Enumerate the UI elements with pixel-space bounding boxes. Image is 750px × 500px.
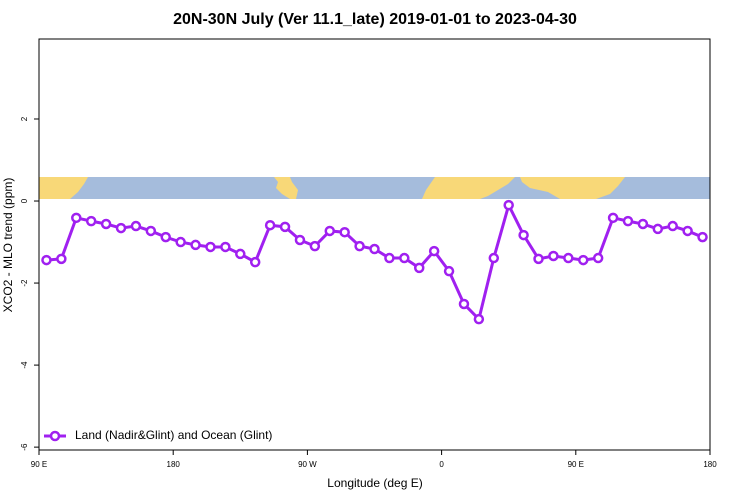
data-point bbox=[548, 250, 559, 262]
x-tick-label: 180 bbox=[167, 460, 181, 469]
data-point bbox=[652, 223, 664, 235]
data-point bbox=[264, 219, 276, 231]
data-point bbox=[309, 240, 321, 252]
data-point bbox=[637, 218, 649, 230]
map-strip bbox=[39, 177, 710, 199]
x-tick-label: 90 W bbox=[298, 460, 317, 469]
x-tick-label: 0 bbox=[439, 460, 444, 469]
data-point bbox=[488, 252, 500, 264]
data-point bbox=[130, 220, 142, 232]
data-point bbox=[324, 225, 336, 237]
data-point bbox=[622, 215, 634, 227]
data-point bbox=[428, 245, 440, 257]
data-point bbox=[220, 241, 231, 253]
data-point bbox=[100, 218, 112, 230]
data-point bbox=[578, 254, 589, 266]
y-tick-label: 2 bbox=[20, 116, 29, 121]
data-point bbox=[458, 298, 470, 310]
data-point bbox=[354, 240, 365, 252]
data-point bbox=[205, 241, 216, 253]
y-tick-label: 0 bbox=[20, 198, 29, 203]
data-point bbox=[175, 236, 186, 248]
data-point bbox=[145, 225, 157, 237]
data-point bbox=[56, 253, 67, 265]
data-point bbox=[697, 231, 708, 243]
y-tick-label: -6 bbox=[20, 443, 29, 451]
data-point bbox=[115, 222, 127, 234]
legend-label: Land (Nadir&Glint) and Ocean (Glint) bbox=[75, 428, 272, 442]
data-point bbox=[607, 212, 619, 224]
data-point bbox=[682, 225, 693, 237]
data-point bbox=[294, 234, 306, 246]
data-point bbox=[369, 243, 380, 255]
data-point bbox=[413, 262, 425, 274]
data-point bbox=[71, 212, 82, 224]
y-axis-label: XCO2 - MLO trend (ppm) bbox=[1, 178, 15, 313]
data-point bbox=[443, 265, 455, 277]
plot-frame bbox=[38, 38, 711, 451]
data-point bbox=[399, 252, 410, 264]
data-point bbox=[592, 252, 604, 264]
data-point bbox=[518, 229, 529, 241]
series-line bbox=[46, 200, 704, 323]
data-point bbox=[249, 256, 261, 268]
data-point bbox=[667, 220, 678, 232]
data-point bbox=[85, 215, 97, 227]
data-point bbox=[41, 254, 52, 266]
chart-title: 20N-30N July (Ver 11.1_late) 2019-01-01 … bbox=[173, 11, 577, 28]
data-point bbox=[473, 313, 485, 325]
data-point bbox=[533, 253, 544, 265]
x-axis-label: Longitude (deg E) bbox=[327, 476, 422, 490]
x-tick-label: 180 bbox=[703, 460, 717, 469]
data-point bbox=[503, 199, 514, 211]
data-point bbox=[384, 252, 395, 264]
data-point bbox=[190, 239, 201, 251]
legend-marker bbox=[49, 430, 61, 442]
data-point bbox=[339, 226, 350, 238]
x-tick-label: 90 E bbox=[568, 460, 584, 469]
data-point bbox=[563, 252, 574, 264]
data-point bbox=[235, 248, 246, 260]
y-tick-label: -4 bbox=[20, 361, 29, 369]
data-point bbox=[279, 221, 291, 233]
data-point bbox=[160, 231, 171, 243]
y-tick-label: -2 bbox=[20, 279, 29, 287]
x-tick-label: 90 E bbox=[31, 460, 47, 469]
